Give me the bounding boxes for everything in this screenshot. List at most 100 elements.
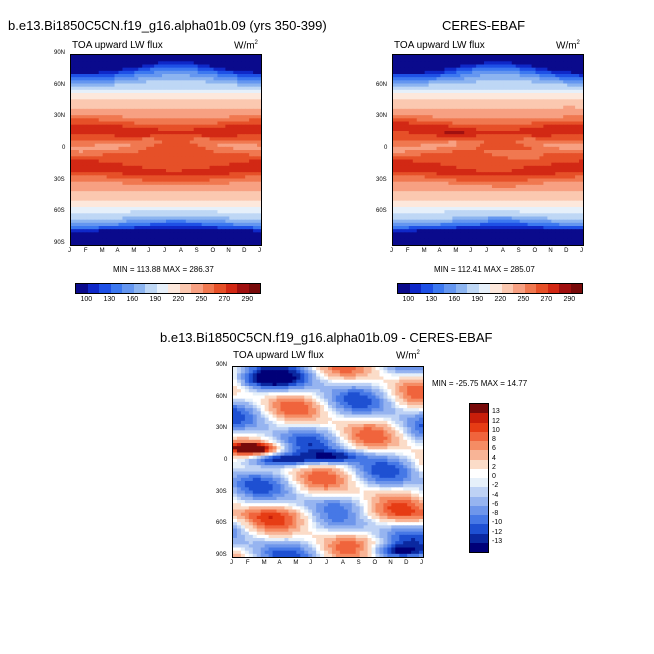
heatmap-cell [551, 70, 556, 75]
heatmap-cell [396, 137, 402, 141]
heatmap-cell [452, 115, 457, 119]
heatmap-cell [412, 89, 418, 94]
heatmap-cell [472, 137, 477, 141]
heatmap-cell [499, 134, 505, 138]
heatmap-cell [71, 150, 76, 154]
heatmap-cell [523, 108, 528, 113]
heatmap-cell [166, 118, 171, 122]
heatmap-cell [412, 146, 418, 151]
heatmap-cell [249, 184, 254, 189]
heatmap-cell [169, 213, 175, 217]
heatmap-cell [110, 213, 115, 217]
heatmap-cell [229, 238, 234, 243]
heatmap-cell [412, 64, 418, 69]
heatmap-cell [126, 86, 131, 91]
heatmap-cell [400, 172, 406, 176]
heatmap-cell [78, 127, 84, 132]
heatmap-cell [245, 188, 250, 192]
heatmap-cell [86, 96, 92, 100]
heatmap-cell [213, 61, 218, 65]
heatmap-cell [114, 159, 119, 164]
heatmap-cell [177, 102, 183, 107]
heatmap-cell [106, 207, 111, 211]
heatmap-cell [571, 55, 576, 59]
heatmap-cell [404, 140, 410, 145]
heatmap-cell [491, 96, 497, 100]
heatmap-cell [130, 175, 135, 179]
heatmap-cell [162, 165, 167, 170]
heatmap-cell [205, 55, 210, 59]
heatmap-cell [154, 200, 159, 205]
heatmap-cell [491, 67, 497, 72]
heatmap-cell [484, 172, 489, 176]
heatmap-cell [456, 118, 461, 122]
colorbar-swatch [191, 284, 203, 293]
heatmap-cell [400, 124, 406, 129]
heatmap-cell [71, 216, 76, 221]
heatmap-cell [257, 156, 261, 160]
heatmap-cell [511, 99, 517, 103]
heatmap-cell [122, 86, 127, 91]
heatmap-cell [408, 127, 414, 132]
heatmap-cell [412, 86, 418, 91]
heatmap-cell [158, 118, 163, 122]
heatmap-cell [488, 121, 493, 126]
heatmap-cell [221, 140, 226, 145]
heatmap-cell [519, 153, 525, 157]
heatmap-cell [114, 203, 119, 208]
heatmap-cell [98, 86, 104, 91]
heatmap-cell [78, 165, 84, 170]
heatmap-cell [185, 55, 191, 59]
heatmap-cell [424, 115, 430, 119]
heatmap-cell [154, 172, 159, 176]
heatmap-cell [579, 146, 583, 151]
heatmap-cell [416, 102, 422, 107]
heatmap-cell [221, 213, 226, 217]
heatmap-cell [241, 210, 246, 214]
heatmap-cell [420, 150, 426, 154]
heatmap-cell [519, 99, 525, 103]
heatmap-cell [90, 197, 96, 202]
heatmap-cell [452, 184, 457, 189]
heatmap-cell [98, 175, 104, 179]
heatmap-cell [428, 169, 433, 173]
heatmap-cell [225, 191, 230, 195]
heatmap-cell [416, 188, 422, 192]
heatmap-cell [480, 58, 485, 62]
heatmap-cell [110, 134, 115, 138]
heatmap-cell [122, 207, 127, 211]
heatmap-cell [476, 181, 481, 186]
heatmap-cell [177, 241, 183, 245]
heatmap-cell [71, 118, 76, 122]
heatmap-cell [408, 124, 414, 129]
heatmap-cell [464, 169, 469, 173]
heatmap-cell [515, 127, 521, 132]
heatmap-cell [213, 96, 218, 100]
heatmap-cell [393, 131, 398, 135]
heatmap-cell [94, 197, 100, 202]
heatmap-cell [114, 137, 119, 141]
heatmap-cell [396, 70, 402, 75]
heatmap-cell [245, 207, 250, 211]
heatmap-cell [416, 118, 422, 122]
heatmap-cell [201, 181, 206, 186]
heatmap-cell [400, 127, 406, 132]
heatmap-cell [233, 131, 238, 135]
heatmap-cell [185, 112, 191, 116]
heatmap-cell [173, 55, 179, 59]
heatmap-cell [209, 226, 214, 230]
heatmap-cell [134, 203, 139, 208]
heatmap-cell [197, 67, 203, 72]
heatmap-cell [229, 184, 234, 189]
heatmap-cell [456, 74, 461, 78]
heatmap-cell [138, 191, 143, 195]
heatmap-cell [531, 80, 536, 84]
heatmap-cell [484, 83, 489, 88]
heatmap-cell [217, 64, 222, 69]
heatmap-cell [213, 194, 218, 198]
heatmap-cell [233, 153, 238, 157]
heatmap-cell [138, 162, 143, 167]
heatmap-cell [134, 194, 139, 198]
heatmap-cell [185, 153, 191, 157]
heatmap-cell [130, 207, 135, 211]
